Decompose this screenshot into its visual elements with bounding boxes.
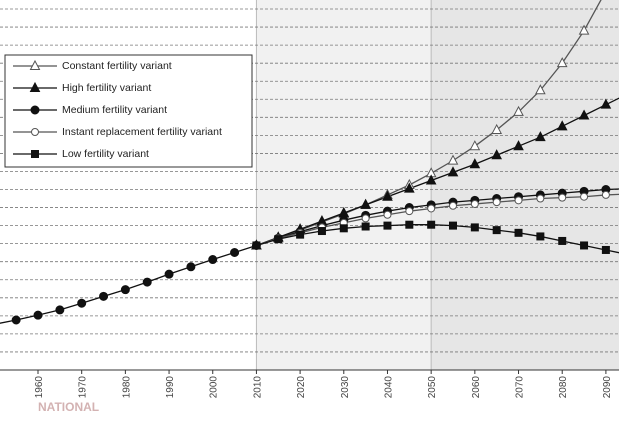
marker	[230, 248, 240, 258]
legend-label: Constant fertility variant	[62, 60, 172, 72]
marker	[31, 128, 39, 136]
marker	[535, 84, 546, 95]
marker	[449, 221, 458, 230]
marker	[361, 214, 370, 223]
marker	[536, 194, 545, 203]
marker	[383, 221, 392, 230]
marker	[425, 174, 437, 185]
watermark: NATIONAL	[38, 400, 99, 414]
marker	[556, 57, 568, 68]
marker	[120, 285, 130, 295]
marker	[558, 236, 567, 245]
x-tick-label: 1960	[34, 376, 45, 399]
x-tick-label: 2030	[340, 376, 351, 399]
marker	[514, 196, 523, 205]
shaded-period	[431, 0, 619, 370]
marker	[427, 220, 436, 229]
x-tick-label: 2080	[558, 376, 569, 399]
marker	[469, 140, 481, 151]
marker	[403, 182, 415, 193]
marker	[11, 315, 21, 325]
marker	[578, 109, 590, 120]
marker	[274, 235, 283, 244]
marker	[513, 140, 524, 151]
x-tick-label: 2090	[602, 376, 613, 399]
marker	[29, 59, 41, 70]
marker	[383, 210, 392, 219]
x-tick-label: 2000	[209, 376, 220, 399]
x-tick-label: 2040	[383, 376, 394, 399]
marker	[536, 232, 545, 241]
marker	[449, 201, 458, 210]
marker	[142, 277, 152, 287]
x-tick-label: 2020	[296, 376, 307, 399]
marker	[513, 105, 524, 116]
marker	[33, 310, 43, 320]
marker	[491, 149, 503, 160]
marker	[382, 190, 393, 201]
x-tick-label: 2070	[515, 376, 526, 399]
marker	[427, 204, 436, 213]
marker	[405, 207, 414, 216]
x-tick-label: 1980	[121, 376, 132, 399]
marker	[491, 123, 503, 134]
marker	[470, 199, 479, 208]
marker	[470, 223, 479, 232]
marker	[29, 81, 41, 92]
marker	[580, 241, 589, 250]
marker	[492, 226, 501, 235]
marker	[296, 230, 305, 239]
legend-box	[4, 54, 253, 168]
marker	[535, 131, 546, 142]
marker	[252, 241, 261, 250]
legend-label: Medium fertility variant	[62, 104, 167, 116]
legend-label: Instant replacement fertility variant	[62, 126, 222, 138]
marker	[339, 224, 348, 233]
x-tick-label: 2060	[471, 376, 482, 399]
marker	[601, 190, 610, 199]
shaded-period	[256, 0, 432, 370]
marker	[601, 245, 610, 254]
marker	[77, 298, 87, 308]
marker	[556, 120, 568, 131]
marker	[317, 227, 326, 236]
marker	[492, 198, 501, 207]
legend-label: Low fertility variant	[62, 148, 149, 160]
marker	[186, 262, 196, 272]
x-tick-label: 1990	[165, 376, 176, 399]
marker	[55, 305, 65, 315]
marker	[31, 150, 39, 158]
marker	[447, 154, 459, 165]
marker	[469, 158, 481, 169]
marker	[361, 222, 370, 231]
marker	[578, 24, 590, 35]
x-tick-label: 2050	[427, 376, 438, 399]
x-tick-label: 1950	[0, 376, 1, 399]
x-tick-label: 1970	[78, 376, 89, 399]
marker	[405, 220, 414, 229]
marker	[558, 193, 567, 202]
marker	[99, 291, 109, 301]
x-tick-label: 2010	[252, 376, 263, 399]
marker	[580, 192, 589, 201]
marker	[447, 166, 459, 177]
marker	[164, 269, 174, 279]
legend-label: High fertility variant	[62, 82, 151, 94]
marker	[208, 255, 218, 265]
marker	[30, 105, 40, 115]
marker	[514, 228, 523, 237]
marker	[360, 198, 371, 209]
marker	[600, 98, 612, 109]
